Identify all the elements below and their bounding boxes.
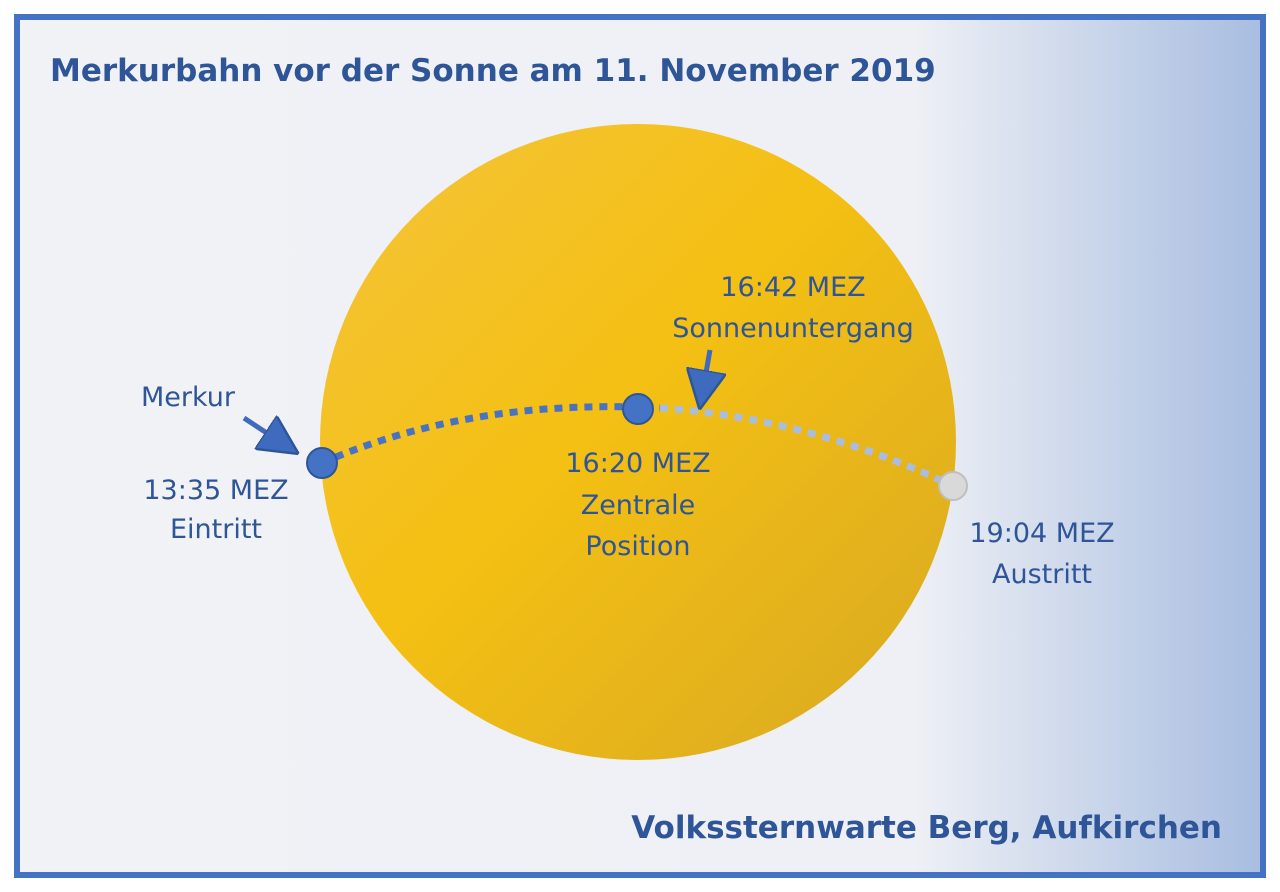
mercury-entry <box>306 447 338 479</box>
sunset-time: 16:42 MEZ <box>720 272 865 303</box>
central-label: Position <box>585 531 690 562</box>
entry-label: Eintritt <box>170 514 262 545</box>
footer: Volkssternwarte Berg, Aufkirchen <box>631 810 1222 846</box>
sun <box>320 124 956 760</box>
merkur-label: Merkur <box>141 382 236 413</box>
sunset-arrow <box>703 349 710 390</box>
sunset-label: Sonnenuntergang <box>672 313 914 344</box>
mercury-central <box>622 393 654 425</box>
transit-path-after-sunset <box>659 404 955 490</box>
central-time: 16:20 MEZ <box>565 448 710 479</box>
transit-path-visible <box>320 403 661 467</box>
mercury-exit <box>938 471 968 501</box>
exit-time: 19:04 MEZ <box>969 518 1114 549</box>
central-label: Zentrale <box>581 490 696 521</box>
title: Merkurbahn vor der Sonne am 11. November… <box>50 53 936 89</box>
exit-label: Austritt <box>992 559 1092 590</box>
entry-time: 13:35 MEZ <box>143 475 288 506</box>
merkur-arrow <box>242 418 282 443</box>
